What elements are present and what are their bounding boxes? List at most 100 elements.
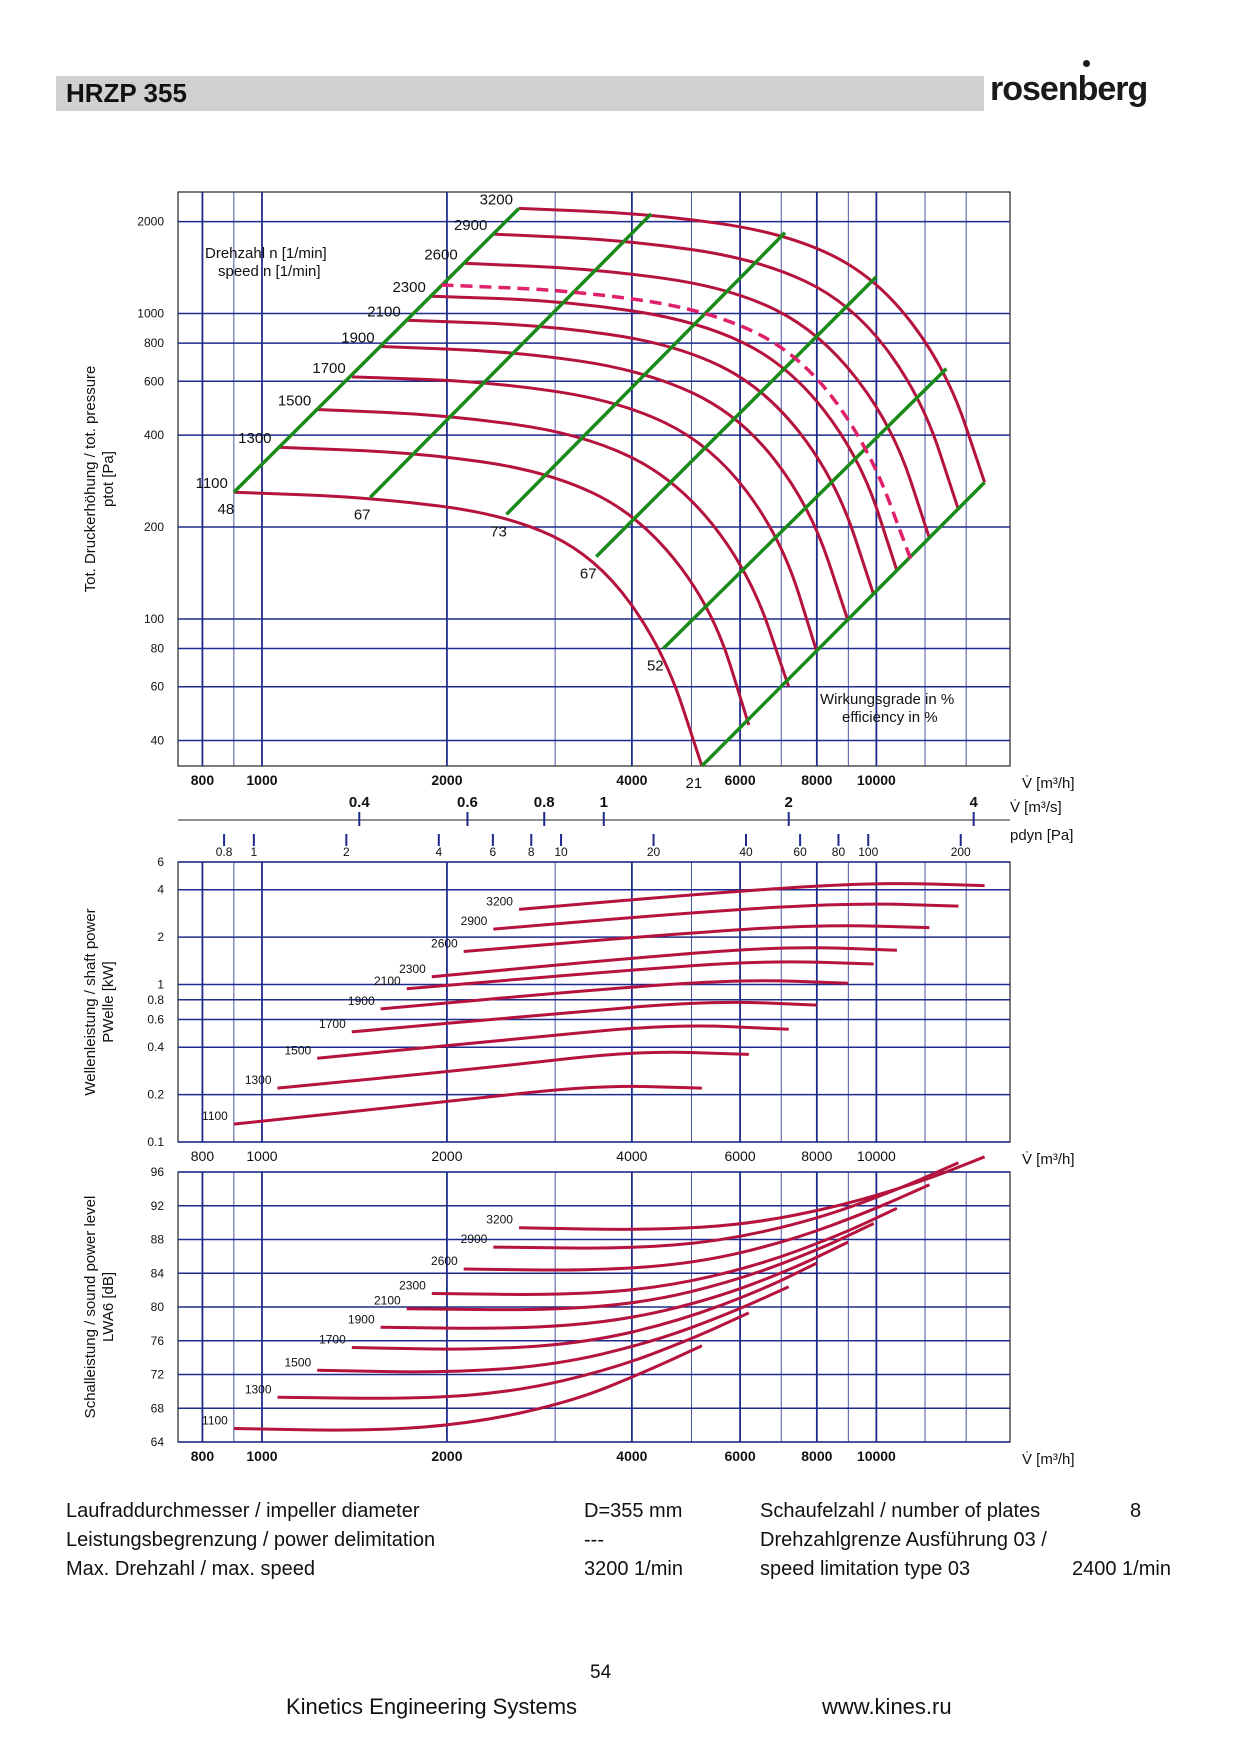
y-tick-label: 0.1 xyxy=(147,1135,164,1149)
fan-curve-charts: 800 1000 2000 4000 6000 8000 10000 40 60 80 100 200… xyxy=(82,191,1075,1468)
y-axis-unit: ptot [Pa] xyxy=(100,451,117,507)
series-curve-1300 xyxy=(277,1050,749,1090)
footer-url: www.kines.ru xyxy=(822,1694,952,1719)
efficiency-line xyxy=(595,275,878,558)
speed-label: 1300 xyxy=(245,1382,272,1396)
series-curve-2900 xyxy=(493,1161,960,1250)
efficiency-label: 73 xyxy=(490,523,507,540)
secondary-tick-label: 0.6 xyxy=(457,794,478,811)
series-curve-2100 xyxy=(406,318,876,596)
series-curve-2900 xyxy=(493,232,960,511)
spec-plates-value: 8 xyxy=(1130,1500,1142,1522)
sound-chart: 800 1000 2000 4000 6000 8000 10000 64 68 72 76 80 84… xyxy=(82,1155,1075,1468)
speed-label: 2900 xyxy=(454,217,487,234)
secondary-tick-label: 1 xyxy=(600,794,608,811)
legend-title: Drehzahl n [1/min] xyxy=(205,245,327,262)
x-tick-label: 10000 xyxy=(857,772,896,788)
y-tick-label: 40 xyxy=(151,733,165,747)
series-curve-2600 xyxy=(463,1183,931,1272)
series-curve-3200 xyxy=(518,1155,986,1231)
spec-power-limit-value: --- xyxy=(584,1529,604,1551)
pdyn-tick-label: 200 xyxy=(951,845,971,859)
series-curve-1700 xyxy=(351,1261,818,1351)
spec-speed-limit-label: Drehzahlgrenze Ausführung 03 / xyxy=(760,1529,1047,1551)
pdyn-tick-label: 10 xyxy=(554,845,568,859)
series-curve-1700 xyxy=(351,375,819,653)
x-tick-label: 8000 xyxy=(801,1448,832,1464)
series-curve-1900 xyxy=(380,1240,849,1330)
series-curve-2100 xyxy=(406,1222,875,1312)
y-tick-label: 92 xyxy=(151,1199,165,1213)
efficiency-line xyxy=(662,367,948,650)
y-tick-label: 100 xyxy=(144,612,164,626)
speed-label: 2300 xyxy=(399,1279,426,1293)
y-tick-label: 76 xyxy=(151,1334,165,1348)
y-tick-label: 200 xyxy=(144,520,164,534)
x-tick-label: 1000 xyxy=(246,772,277,788)
power-chart: 800 1000 2000 4000 6000 8000 10000 0.1 0.2 0.4 0.6… xyxy=(82,855,1075,1168)
x-tick-label: 2000 xyxy=(431,1448,462,1464)
efficiency-label: 67 xyxy=(580,566,597,583)
speed-label: 1300 xyxy=(245,1073,272,1087)
series-curve-1700 xyxy=(351,1000,817,1034)
efficiency-line xyxy=(505,231,787,516)
legend-title-en: speed n [1/min] xyxy=(218,263,321,280)
secondary-tick-label: 0.8 xyxy=(534,794,555,811)
series-curve-1500 xyxy=(317,408,791,688)
series-curve-1900 xyxy=(380,345,850,623)
y-tick-label: 84 xyxy=(151,1266,165,1280)
secondary-tick-label: 0.4 xyxy=(349,794,371,811)
speed-label: 2900 xyxy=(461,1232,488,1246)
series-curve-1100 xyxy=(233,490,704,767)
y-tick-label: 800 xyxy=(144,336,164,350)
series-curve-1900 xyxy=(380,979,849,1011)
y-axis-unit: PWelle [kW] xyxy=(100,961,117,1042)
efficiency-label: 48 xyxy=(218,501,235,518)
y-tick-label: 1000 xyxy=(137,307,164,321)
x-tick-label: 1000 xyxy=(246,1448,277,1464)
series-curve-2300 xyxy=(431,946,897,979)
speed-label: 2600 xyxy=(431,937,458,951)
x-tick-label: 800 xyxy=(191,1148,215,1164)
spec-diameter-label: Laufraddurchmesser / impeller diameter xyxy=(66,1500,420,1522)
speed-label: 2300 xyxy=(392,279,425,296)
series-curve-2100 xyxy=(406,960,874,991)
x-tick-label: 10000 xyxy=(857,1448,896,1464)
spec-plates-label: Schaufelzahl / number of plates xyxy=(760,1500,1041,1522)
speed-label: 2100 xyxy=(374,974,401,988)
series-curve-2600 xyxy=(463,924,930,953)
secondary-tick-label: 2 xyxy=(785,794,793,811)
spec-power-limit-label: Leistungsbegrenzung / power delimitation xyxy=(66,1529,436,1551)
pdyn-tick-label: 8 xyxy=(528,845,535,859)
x-tick-label: 4000 xyxy=(616,772,647,788)
series-curve-2300 xyxy=(431,294,899,572)
x-tick-label: 8000 xyxy=(801,772,832,788)
speed-label: 1100 xyxy=(202,1109,228,1123)
series-curve-1500 xyxy=(317,1024,789,1060)
pdyn-tick-label: 80 xyxy=(832,845,846,859)
efficiency-label: 21 xyxy=(686,775,703,792)
pressure-chart: 800 1000 2000 4000 6000 8000 10000 40 60 80 100 200… xyxy=(82,191,1075,792)
series-curve-1300 xyxy=(277,1311,750,1400)
x-tick-label: 6000 xyxy=(724,772,755,788)
speed-label: 1300 xyxy=(238,430,271,447)
series-curve-1100 xyxy=(233,1084,702,1126)
speed-label: 2100 xyxy=(367,303,400,320)
y-tick-label: 80 xyxy=(151,642,165,656)
pdyn-tick-label: 60 xyxy=(793,845,807,859)
speed-label: 1900 xyxy=(348,994,375,1008)
y-tick-label: 60 xyxy=(151,680,165,694)
x-tick-label: 6000 xyxy=(724,1148,755,1164)
brand-logo: rosenberg xyxy=(990,70,1148,108)
efficiency-label: 67 xyxy=(354,506,371,523)
x-tick-label: 800 xyxy=(191,772,215,788)
speed-label: 1500 xyxy=(278,393,311,410)
y-tick-label: 2000 xyxy=(137,215,164,229)
speed-label: 1900 xyxy=(341,329,374,346)
y-tick-label: 2 xyxy=(157,930,164,944)
page-number: 54 xyxy=(590,1662,612,1683)
plot-frame xyxy=(177,191,1011,767)
y-tick-label: 64 xyxy=(151,1435,165,1449)
speed-label: 1700 xyxy=(319,1017,346,1031)
efficiency-line xyxy=(232,207,521,494)
